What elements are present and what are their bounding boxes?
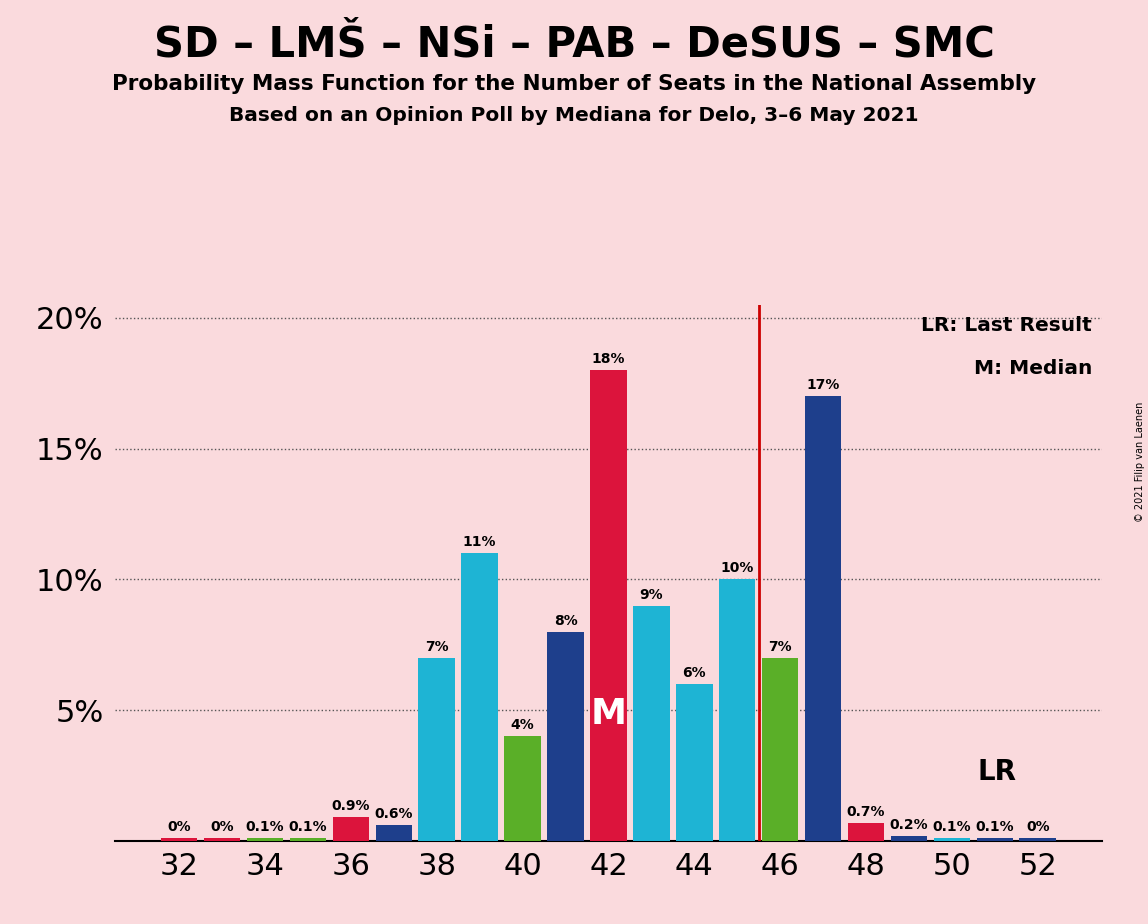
Text: 0.1%: 0.1% bbox=[246, 821, 285, 834]
Bar bbox=[676, 684, 713, 841]
Bar bbox=[289, 838, 326, 841]
Text: 4%: 4% bbox=[511, 718, 535, 733]
Text: 0.1%: 0.1% bbox=[288, 821, 327, 834]
Text: M: M bbox=[590, 697, 627, 731]
Text: 0%: 0% bbox=[1026, 821, 1049, 834]
Bar bbox=[247, 838, 284, 841]
Text: 7%: 7% bbox=[768, 640, 792, 654]
Text: 8%: 8% bbox=[553, 614, 577, 627]
Text: Probability Mass Function for the Number of Seats in the National Assembly: Probability Mass Function for the Number… bbox=[113, 74, 1035, 94]
Text: 11%: 11% bbox=[463, 535, 496, 550]
Bar bbox=[204, 838, 240, 841]
Text: 0.1%: 0.1% bbox=[932, 821, 971, 834]
Text: 0.9%: 0.9% bbox=[332, 799, 370, 813]
Text: 18%: 18% bbox=[591, 352, 626, 366]
Text: M: Median: M: Median bbox=[974, 359, 1092, 378]
Bar bbox=[805, 396, 841, 841]
Text: 0%: 0% bbox=[168, 821, 191, 834]
Bar bbox=[891, 835, 928, 841]
Text: LR: LR bbox=[977, 758, 1016, 786]
Bar bbox=[1019, 838, 1056, 841]
Text: 6%: 6% bbox=[682, 666, 706, 680]
Text: SD – LMŠ – NSi – PAB – DeSUS – SMC: SD – LMŠ – NSi – PAB – DeSUS – SMC bbox=[154, 23, 994, 65]
Text: 0.1%: 0.1% bbox=[976, 821, 1014, 834]
Bar bbox=[634, 605, 669, 841]
Bar bbox=[504, 736, 541, 841]
Text: 0.7%: 0.7% bbox=[847, 805, 885, 819]
Bar bbox=[461, 553, 498, 841]
Text: 0%: 0% bbox=[210, 821, 234, 834]
Text: 7%: 7% bbox=[425, 640, 449, 654]
Bar bbox=[590, 371, 627, 841]
Bar bbox=[419, 658, 455, 841]
Text: 9%: 9% bbox=[639, 588, 664, 602]
Bar bbox=[977, 838, 1013, 841]
Bar bbox=[847, 822, 884, 841]
Text: LR: Last Result: LR: Last Result bbox=[922, 316, 1092, 334]
Bar bbox=[548, 632, 584, 841]
Bar bbox=[375, 825, 412, 841]
Bar bbox=[161, 838, 197, 841]
Text: Based on an Opinion Poll by Mediana for Delo, 3–6 May 2021: Based on an Opinion Poll by Mediana for … bbox=[230, 106, 918, 126]
Bar bbox=[762, 658, 798, 841]
Text: 0.2%: 0.2% bbox=[890, 818, 929, 832]
Text: © 2021 Filip van Laenen: © 2021 Filip van Laenen bbox=[1135, 402, 1145, 522]
Bar bbox=[933, 838, 970, 841]
Text: 17%: 17% bbox=[806, 379, 839, 393]
Bar bbox=[719, 579, 755, 841]
Bar bbox=[333, 818, 370, 841]
Text: 0.6%: 0.6% bbox=[374, 808, 413, 821]
Text: 10%: 10% bbox=[721, 562, 754, 576]
